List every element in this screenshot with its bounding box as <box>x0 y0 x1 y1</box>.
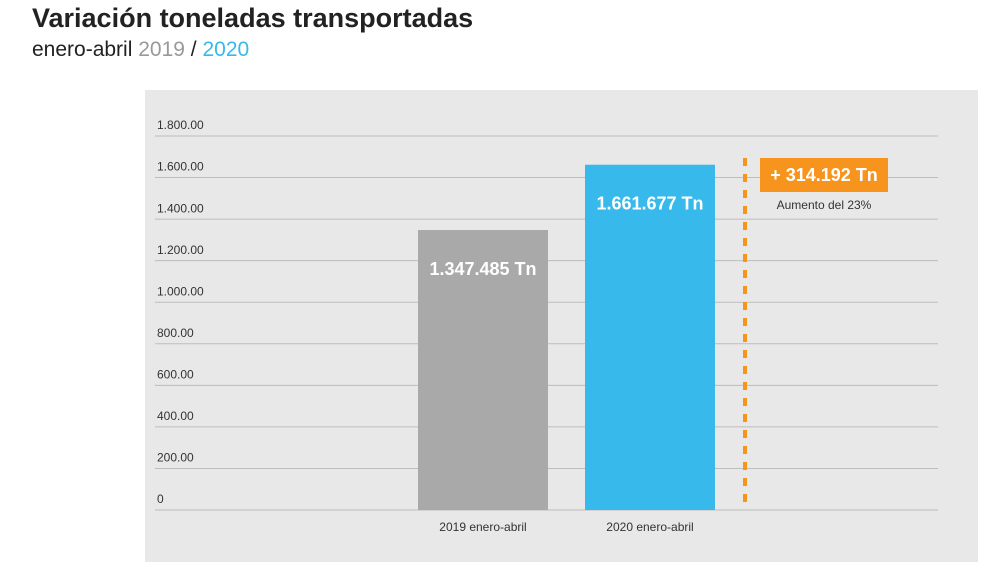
bar <box>418 230 548 510</box>
annotation-label: + 314.192 Tn <box>770 165 878 185</box>
x-tick-label: 2020 enero-abril <box>606 520 693 534</box>
y-tick-label: 1.000.00 <box>157 284 204 298</box>
bar-value-label: 1.661.677 Tn <box>596 193 703 213</box>
subtitle-period: enero-abril <box>32 38 132 61</box>
y-tick-label: 400.00 <box>157 409 194 423</box>
y-tick-label: 1.400.00 <box>157 201 204 215</box>
subtitle-year-a: 2019 <box>138 38 185 61</box>
annotation-note: Aumento del 23% <box>777 198 872 212</box>
bar-value-label: 1.347.485 Tn <box>429 259 536 279</box>
x-tick-label: 2019 enero-abril <box>439 520 526 534</box>
chart-subtitle: enero-abril 2019 / 2020 <box>32 38 249 61</box>
subtitle-year-b: 2020 <box>202 38 249 61</box>
bar <box>585 164 715 510</box>
y-tick-label: 1.600.00 <box>157 160 204 174</box>
subtitle-separator: / <box>191 38 197 61</box>
annotation-box <box>760 158 888 192</box>
y-tick-label: 0 <box>157 492 164 506</box>
y-tick-label: 200.00 <box>157 451 194 465</box>
y-tick-label: 1.800.00 <box>157 118 204 132</box>
chart-title: Variación toneladas transportadas <box>32 3 473 33</box>
y-tick-label: 800.00 <box>157 326 194 340</box>
y-tick-label: 1.200.00 <box>157 243 204 257</box>
y-tick-label: 600.00 <box>157 368 194 382</box>
